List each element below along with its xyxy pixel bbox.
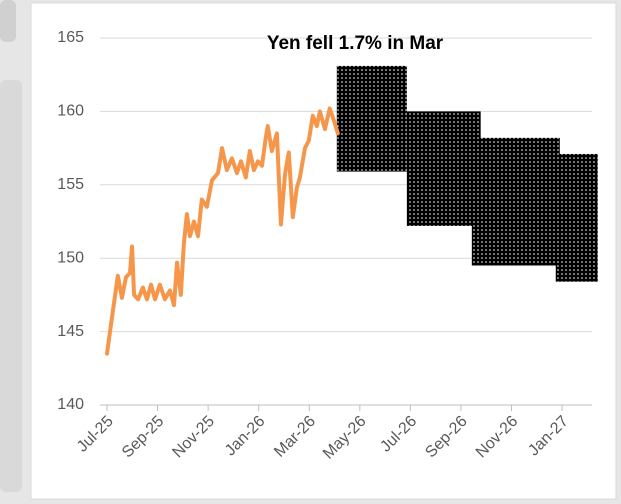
side-panel bbox=[0, 0, 16, 42]
side-panel bbox=[0, 80, 22, 492]
y-tick-label: 140 bbox=[57, 396, 84, 413]
series-line bbox=[105, 106, 340, 356]
forecast-band bbox=[555, 153, 598, 282]
forecast-band bbox=[406, 111, 481, 226]
y-tick-label: 145 bbox=[57, 323, 84, 340]
chart-title: Yen fell 1.7% in Mar bbox=[267, 33, 444, 54]
y-tick-label: 155 bbox=[57, 176, 84, 193]
forecast-band bbox=[336, 65, 407, 172]
y-tick-label: 165 bbox=[57, 29, 84, 46]
y-tick-label: 160 bbox=[57, 103, 84, 120]
y-tick-label: 150 bbox=[57, 249, 84, 266]
forecast-band bbox=[471, 137, 560, 266]
